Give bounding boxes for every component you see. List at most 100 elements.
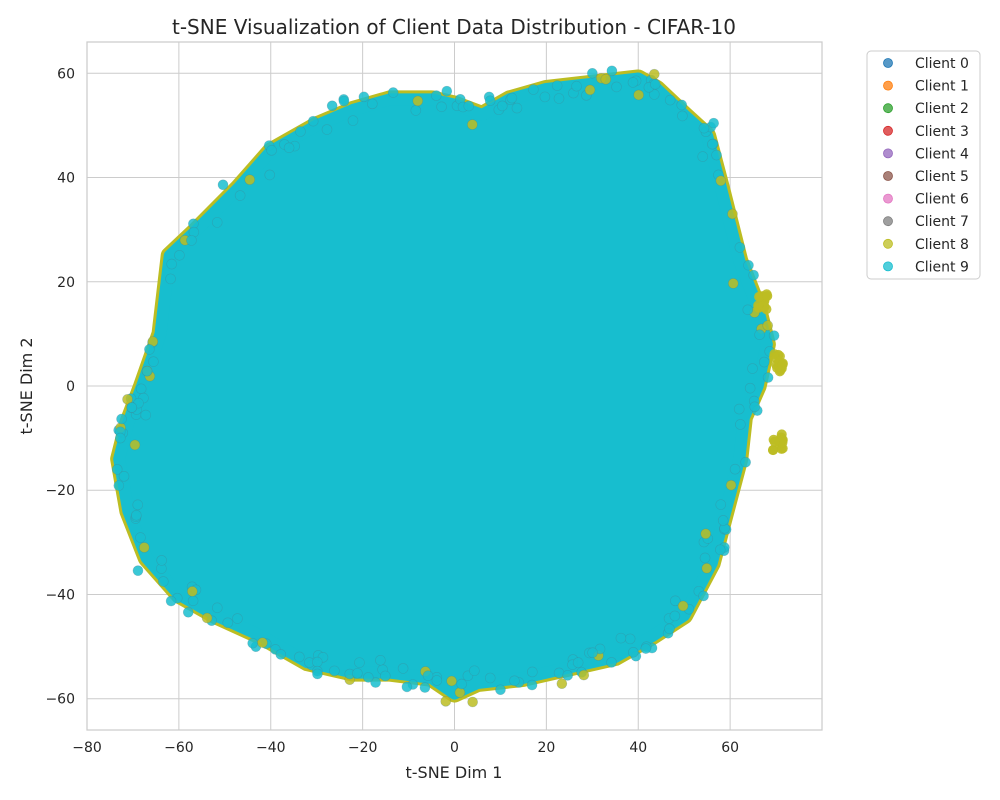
client-9-edge-point <box>754 329 765 340</box>
client-9-edge-point <box>469 665 480 677</box>
client-9-edge-point <box>715 544 726 556</box>
client-9-edge-point <box>733 403 745 415</box>
client-9-edge-point <box>295 126 306 137</box>
client-8-edge-point <box>412 95 424 107</box>
client-9-edge-point <box>648 89 660 100</box>
client-9-edge-point <box>436 101 447 113</box>
client-9-edge-point <box>148 356 159 367</box>
client-9-edge-point <box>748 269 759 281</box>
client-9-edge-point <box>234 190 246 201</box>
legend-label: Client 8 <box>915 237 969 253</box>
client-9-edge-point <box>387 87 399 98</box>
client-9-edge-point <box>347 115 359 126</box>
legend-label: Client 6 <box>915 192 969 208</box>
x-tick-label: 0 <box>450 740 459 756</box>
client-9-edge-point <box>187 595 199 607</box>
client-9-edge-point <box>126 402 138 413</box>
client-9-edge-point <box>649 78 661 90</box>
client-9-edge-point <box>211 217 223 228</box>
legend-marker <box>883 58 893 68</box>
client-9-edge-point <box>283 142 295 154</box>
client-9-edge-point <box>358 91 370 103</box>
y-axis-label: t-SNE Dim 2 <box>17 338 36 435</box>
client-9-edge-point <box>174 249 185 261</box>
client-9-edge-point <box>762 372 774 383</box>
client-9-edge-point <box>670 595 681 607</box>
legend-marker <box>883 171 893 181</box>
client-9-edge-point <box>326 100 338 112</box>
client-9-edge-point <box>118 471 130 482</box>
client-9-edge-point <box>729 463 741 475</box>
client-9-edge-point <box>711 149 722 161</box>
client-8-edge-point <box>600 74 612 85</box>
client-9-edge-point <box>511 102 523 114</box>
client-9-edge-point <box>135 532 146 543</box>
legend-label: Client 0 <box>915 56 969 72</box>
client-8-edge-point <box>122 394 133 405</box>
client-9-edge-point <box>431 90 442 101</box>
client-8-outlier-point <box>753 300 764 311</box>
client-9-edge-point <box>669 610 681 622</box>
client-9-edge-point <box>247 637 258 649</box>
client-8-outlier-point <box>777 359 788 370</box>
y-tick-label: 20 <box>57 275 75 291</box>
x-tick-label: −20 <box>348 740 378 756</box>
client-9-edge-point <box>401 681 413 693</box>
client-8-edge-point <box>701 563 713 574</box>
client-9-edge-point <box>664 623 675 635</box>
client-8-edge-point <box>727 208 738 220</box>
client-9-edge-point <box>707 138 718 150</box>
client-9-edge-point <box>526 679 538 691</box>
client-9-edge-point <box>312 668 323 680</box>
y-tick-label: 0 <box>66 379 75 395</box>
client-9-edge-point <box>111 464 123 475</box>
client-8-edge-point <box>257 637 268 648</box>
client-9-edge-point <box>562 670 573 681</box>
x-tick-label: 40 <box>629 740 647 756</box>
client-9-edge-point <box>628 647 639 658</box>
client-9-edge-point <box>338 95 350 107</box>
client-8-edge-point <box>201 612 213 624</box>
y-tick-label: −60 <box>45 692 75 708</box>
client-9-edge-point <box>506 92 518 104</box>
client-8-edge-point <box>727 278 739 289</box>
client-8-outlier-point <box>777 437 788 448</box>
client-9-edge-point <box>367 98 378 110</box>
client-9-edge-point <box>735 419 746 430</box>
x-tick-label: −60 <box>164 740 194 756</box>
plot-area-border <box>86 41 823 731</box>
client-8-edge-point <box>446 675 457 687</box>
client-9-edge-point <box>266 145 277 156</box>
client-8-edge-point <box>138 542 150 553</box>
client-9-edge-point <box>211 602 223 614</box>
client-9-edge-point <box>539 91 551 103</box>
client-9-edge-point <box>734 242 746 253</box>
y-tick-label: −40 <box>45 587 75 603</box>
client-9-edge-point <box>615 632 627 644</box>
chart-title: t-SNE Visualization of Client Data Distr… <box>172 15 736 39</box>
client-9-edge-point <box>463 100 475 112</box>
client-9-edge-point <box>431 675 443 686</box>
client-8-edge-point <box>700 528 712 540</box>
legend-marker <box>883 80 893 91</box>
legend-label: Client 9 <box>915 259 969 275</box>
client-8-edge-point <box>244 174 256 186</box>
legend-label: Client 2 <box>915 101 969 117</box>
client-8-edge-point <box>715 175 727 187</box>
client-9-edge-point <box>697 151 709 162</box>
legend-label: Client 1 <box>915 79 969 95</box>
client-9-edge-point <box>664 94 676 106</box>
client-9-edge-point <box>217 179 229 191</box>
client-9-edge-point <box>551 80 563 91</box>
client-9-edge-point <box>397 663 409 674</box>
client-9-edge-point <box>699 552 711 564</box>
client-9-edge-point <box>717 515 729 526</box>
client-9-edge-point <box>166 258 177 270</box>
client-9-edge-point <box>135 383 147 395</box>
client-9-edge-point <box>571 80 582 92</box>
client-8-outlier-point <box>767 444 778 455</box>
client-8-edge-point <box>556 678 568 689</box>
client-9-edge-point <box>456 678 467 690</box>
client-9-edge-point <box>422 670 434 682</box>
